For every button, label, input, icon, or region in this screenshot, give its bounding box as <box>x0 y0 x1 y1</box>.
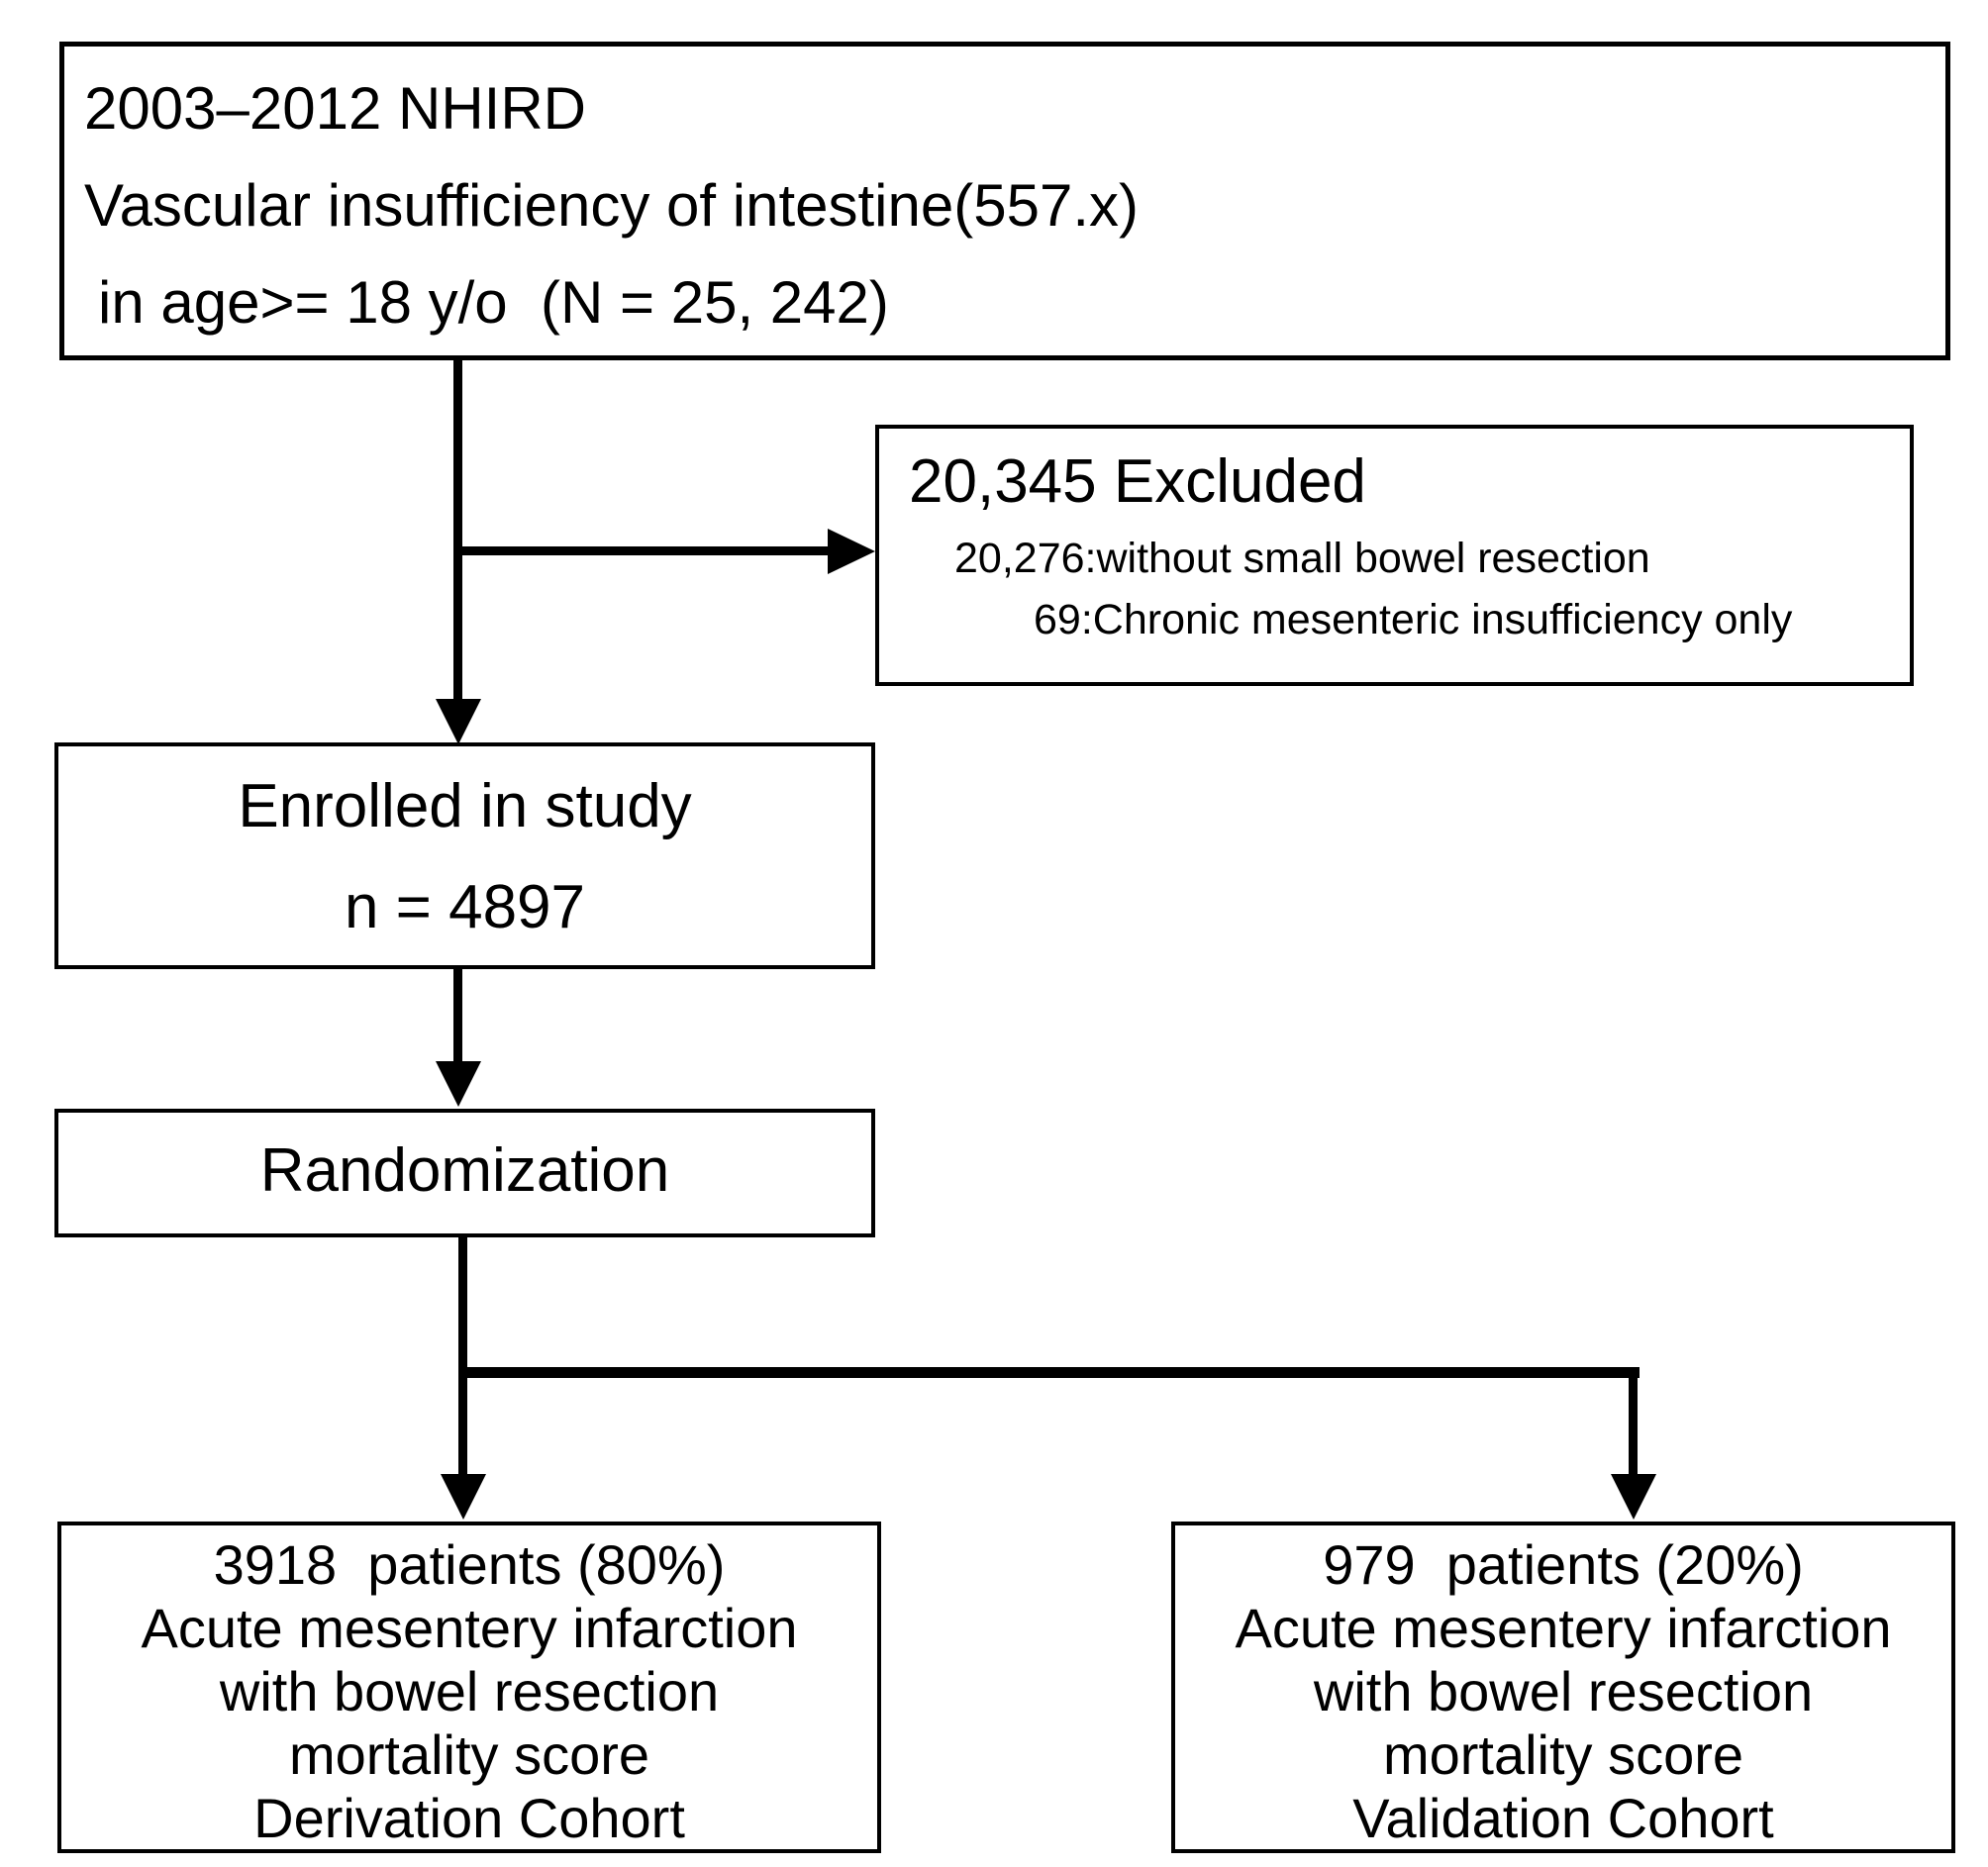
randomization-label: Randomization <box>259 1136 670 1205</box>
derivation-line-procedure: with bowel resection <box>219 1660 720 1722</box>
excluded-box: 20,345 Excluded 20,276:without small bow… <box>875 425 1914 686</box>
derivation-cohort-box: 3918 patients (80%) Acute mesentery infa… <box>57 1522 881 1853</box>
derivation-line-condition: Acute mesentery infarction <box>141 1597 798 1659</box>
randomization-box: Randomization <box>54 1109 875 1237</box>
validation-cohort-box: 979 patients (20%) Acute mesentery infar… <box>1171 1522 1955 1853</box>
right-arrowhead-icon <box>828 529 875 574</box>
excluded-title: 20,345 Excluded <box>909 447 1366 516</box>
branch-drop-right <box>1629 1367 1638 1476</box>
source-population-box: 2003–2012 NHIRD Vascular insufficiency o… <box>59 42 1950 360</box>
derivation-line-count: 3918 patients (80%) <box>213 1533 726 1596</box>
validation-line-condition: Acute mesentery infarction <box>1235 1597 1892 1659</box>
down-arrowhead-icon <box>1611 1474 1656 1520</box>
enrolled-line-count: n = 4897 <box>344 873 586 941</box>
derivation-line-cohort: Derivation Cohort <box>253 1787 685 1849</box>
excluded-reason-no-resection: 20,276:without small bowel resection <box>954 535 1650 582</box>
branch-crossbar <box>458 1367 1640 1378</box>
down-arrowhead-icon <box>436 699 481 744</box>
connector-to-excluded <box>457 546 830 555</box>
connector-source-to-enrolled <box>453 360 462 702</box>
validation-line-procedure: with bowel resection <box>1313 1660 1814 1722</box>
connector-enrolled-to-randomization <box>453 969 462 1062</box>
down-arrowhead-icon <box>436 1061 481 1107</box>
excluded-reason-chronic-only: 69:Chronic mesenteric insufficiency only <box>1034 596 1793 643</box>
source-line-period: 2003–2012 NHIRD <box>84 75 586 142</box>
derivation-line-score: mortality score <box>288 1723 650 1786</box>
enrolled-box: Enrolled in study n = 4897 <box>54 742 875 969</box>
source-line-diagnosis: Vascular insufficiency of intestine(557.… <box>84 172 1139 239</box>
enrolled-line-label: Enrolled in study <box>238 772 692 840</box>
validation-line-cohort: Validation Cohort <box>1352 1787 1774 1849</box>
validation-line-score: mortality score <box>1382 1723 1744 1786</box>
branch-stem <box>458 1237 467 1374</box>
branch-drop-left <box>458 1367 467 1476</box>
validation-line-count: 979 patients (20%) <box>1323 1533 1804 1596</box>
source-line-population: in age>= 18 y/o (N = 25, 242) <box>98 269 889 336</box>
down-arrowhead-icon <box>441 1474 486 1520</box>
